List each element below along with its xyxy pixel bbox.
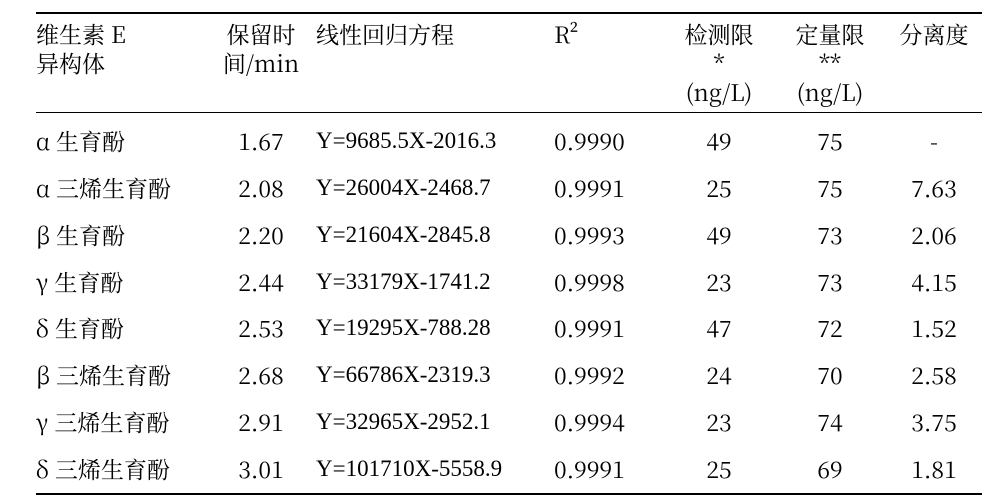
header-row: 维生素 E异构体保留时间/min线性回归方程R²检测限*(ng/L)定量限**(… <box>36 13 982 113</box>
header-resolution: 分离度 <box>886 13 982 113</box>
cell-r2: 0.9994 <box>554 394 664 441</box>
cell-lod: 25 <box>664 160 774 207</box>
cell-equation: Y=66786X-2319.3 <box>316 347 554 394</box>
cell-resolution: - <box>886 113 982 160</box>
header-loq-line: (ng/L) <box>774 78 886 107</box>
header-lod-line: (ng/L) <box>664 78 774 107</box>
cell-loq: 75 <box>774 113 886 160</box>
header-lod-line: 检测限 <box>664 20 774 49</box>
cell-loq: 73 <box>774 254 886 301</box>
cell-isomer: β 生育酚 <box>36 207 206 254</box>
cell-lod: 24 <box>664 347 774 394</box>
cell-resolution: 1.52 <box>886 300 982 347</box>
cell-isomer: δ 生育酚 <box>36 300 206 347</box>
cell-r2: 0.9991 <box>554 160 664 207</box>
cell-loq: 72 <box>774 300 886 347</box>
cell-loq: 75 <box>774 160 886 207</box>
cell-r2: 0.9993 <box>554 207 664 254</box>
header-rt: 保留时间/min <box>206 13 316 113</box>
table-body: α 生育酚1.67Y=9685.5X-2016.30.99904975-α 三烯… <box>36 113 982 495</box>
table-row: γ 三烯生育酚2.91Y=32965X-2952.10.999423743.75 <box>36 394 982 441</box>
cell-equation: Y=32965X-2952.1 <box>316 394 554 441</box>
cell-resolution: 1.81 <box>886 441 982 495</box>
cell-equation: Y=19295X-788.28 <box>316 300 554 347</box>
table-row: δ 生育酚2.53Y=19295X-788.280.999147721.52 <box>36 300 982 347</box>
cell-r2: 0.9991 <box>554 441 664 495</box>
cell-equation: Y=33179X-1741.2 <box>316 254 554 301</box>
cell-rt: 2.91 <box>206 394 316 441</box>
cell-isomer: γ 生育酚 <box>36 254 206 301</box>
cell-resolution: 3.75 <box>886 394 982 441</box>
cell-lod: 49 <box>664 113 774 160</box>
cell-r2: 0.9990 <box>554 113 664 160</box>
cell-equation: Y=26004X-2468.7 <box>316 160 554 207</box>
header-loq: 定量限**(ng/L) <box>774 13 886 113</box>
cell-rt: 3.01 <box>206 441 316 495</box>
header-rt-line: 保留时 <box>206 20 316 49</box>
cell-loq: 73 <box>774 207 886 254</box>
cell-rt: 2.08 <box>206 160 316 207</box>
cell-rt: 2.53 <box>206 300 316 347</box>
page-container: 维生素 E异构体保留时间/min线性回归方程R²检测限*(ng/L)定量限**(… <box>0 0 1000 502</box>
cell-rt: 2.20 <box>206 207 316 254</box>
cell-lod: 49 <box>664 207 774 254</box>
table-row: α 生育酚1.67Y=9685.5X-2016.30.99904975- <box>36 113 982 160</box>
cell-isomer: β 三烯生育酚 <box>36 347 206 394</box>
cell-lod: 25 <box>664 441 774 495</box>
header-lod: 检测限*(ng/L) <box>664 13 774 113</box>
header-loq-line: ** <box>774 49 886 78</box>
cell-lod: 47 <box>664 300 774 347</box>
cell-rt: 2.68 <box>206 347 316 394</box>
table-head: 维生素 E异构体保留时间/min线性回归方程R²检测限*(ng/L)定量限**(… <box>36 13 982 113</box>
header-lod-line: * <box>664 49 774 78</box>
cell-r2: 0.9991 <box>554 300 664 347</box>
cell-loq: 74 <box>774 394 886 441</box>
cell-equation: Y=101710X-5558.9 <box>316 441 554 495</box>
table-row: δ 三烯生育酚3.01Y=101710X-5558.90.999125691.8… <box>36 441 982 495</box>
header-isomer-line: 异构体 <box>36 49 206 78</box>
cell-loq: 69 <box>774 441 886 495</box>
cell-resolution: 2.06 <box>886 207 982 254</box>
cell-lod: 23 <box>664 254 774 301</box>
vitamin-e-table: 维生素 E异构体保留时间/min线性回归方程R²检测限*(ng/L)定量限**(… <box>36 12 982 495</box>
cell-resolution: 7.63 <box>886 160 982 207</box>
table-row: β 生育酚2.20Y=21604X-2845.80.999349732.06 <box>36 207 982 254</box>
cell-loq: 70 <box>774 347 886 394</box>
header-isomer: 维生素 E异构体 <box>36 13 206 113</box>
cell-equation: Y=9685.5X-2016.3 <box>316 113 554 160</box>
cell-r2: 0.9998 <box>554 254 664 301</box>
header-rt-line: 间/min <box>206 49 316 78</box>
cell-resolution: 4.15 <box>886 254 982 301</box>
cell-resolution: 2.58 <box>886 347 982 394</box>
cell-isomer: α 三烯生育酚 <box>36 160 206 207</box>
cell-r2: 0.9992 <box>554 347 664 394</box>
header-r2-line: R² <box>554 20 664 49</box>
header-equation: 线性回归方程 <box>316 13 554 113</box>
cell-lod: 23 <box>664 394 774 441</box>
header-equation-line: 线性回归方程 <box>316 20 554 49</box>
cell-isomer: α 生育酚 <box>36 113 206 160</box>
cell-rt: 1.67 <box>206 113 316 160</box>
cell-rt: 2.44 <box>206 254 316 301</box>
cell-equation: Y=21604X-2845.8 <box>316 207 554 254</box>
header-loq-line: 定量限 <box>774 20 886 49</box>
cell-isomer: γ 三烯生育酚 <box>36 394 206 441</box>
table-row: β 三烯生育酚2.68Y=66786X-2319.30.999224702.58 <box>36 347 982 394</box>
header-isomer-line: 维生素 E <box>36 20 206 49</box>
header-resolution-line: 分离度 <box>886 20 982 49</box>
table-row: γ 生育酚2.44Y=33179X-1741.20.999823734.15 <box>36 254 982 301</box>
header-r2: R² <box>554 13 664 113</box>
cell-isomer: δ 三烯生育酚 <box>36 441 206 495</box>
table-row: α 三烯生育酚2.08Y=26004X-2468.70.999125757.63 <box>36 160 982 207</box>
